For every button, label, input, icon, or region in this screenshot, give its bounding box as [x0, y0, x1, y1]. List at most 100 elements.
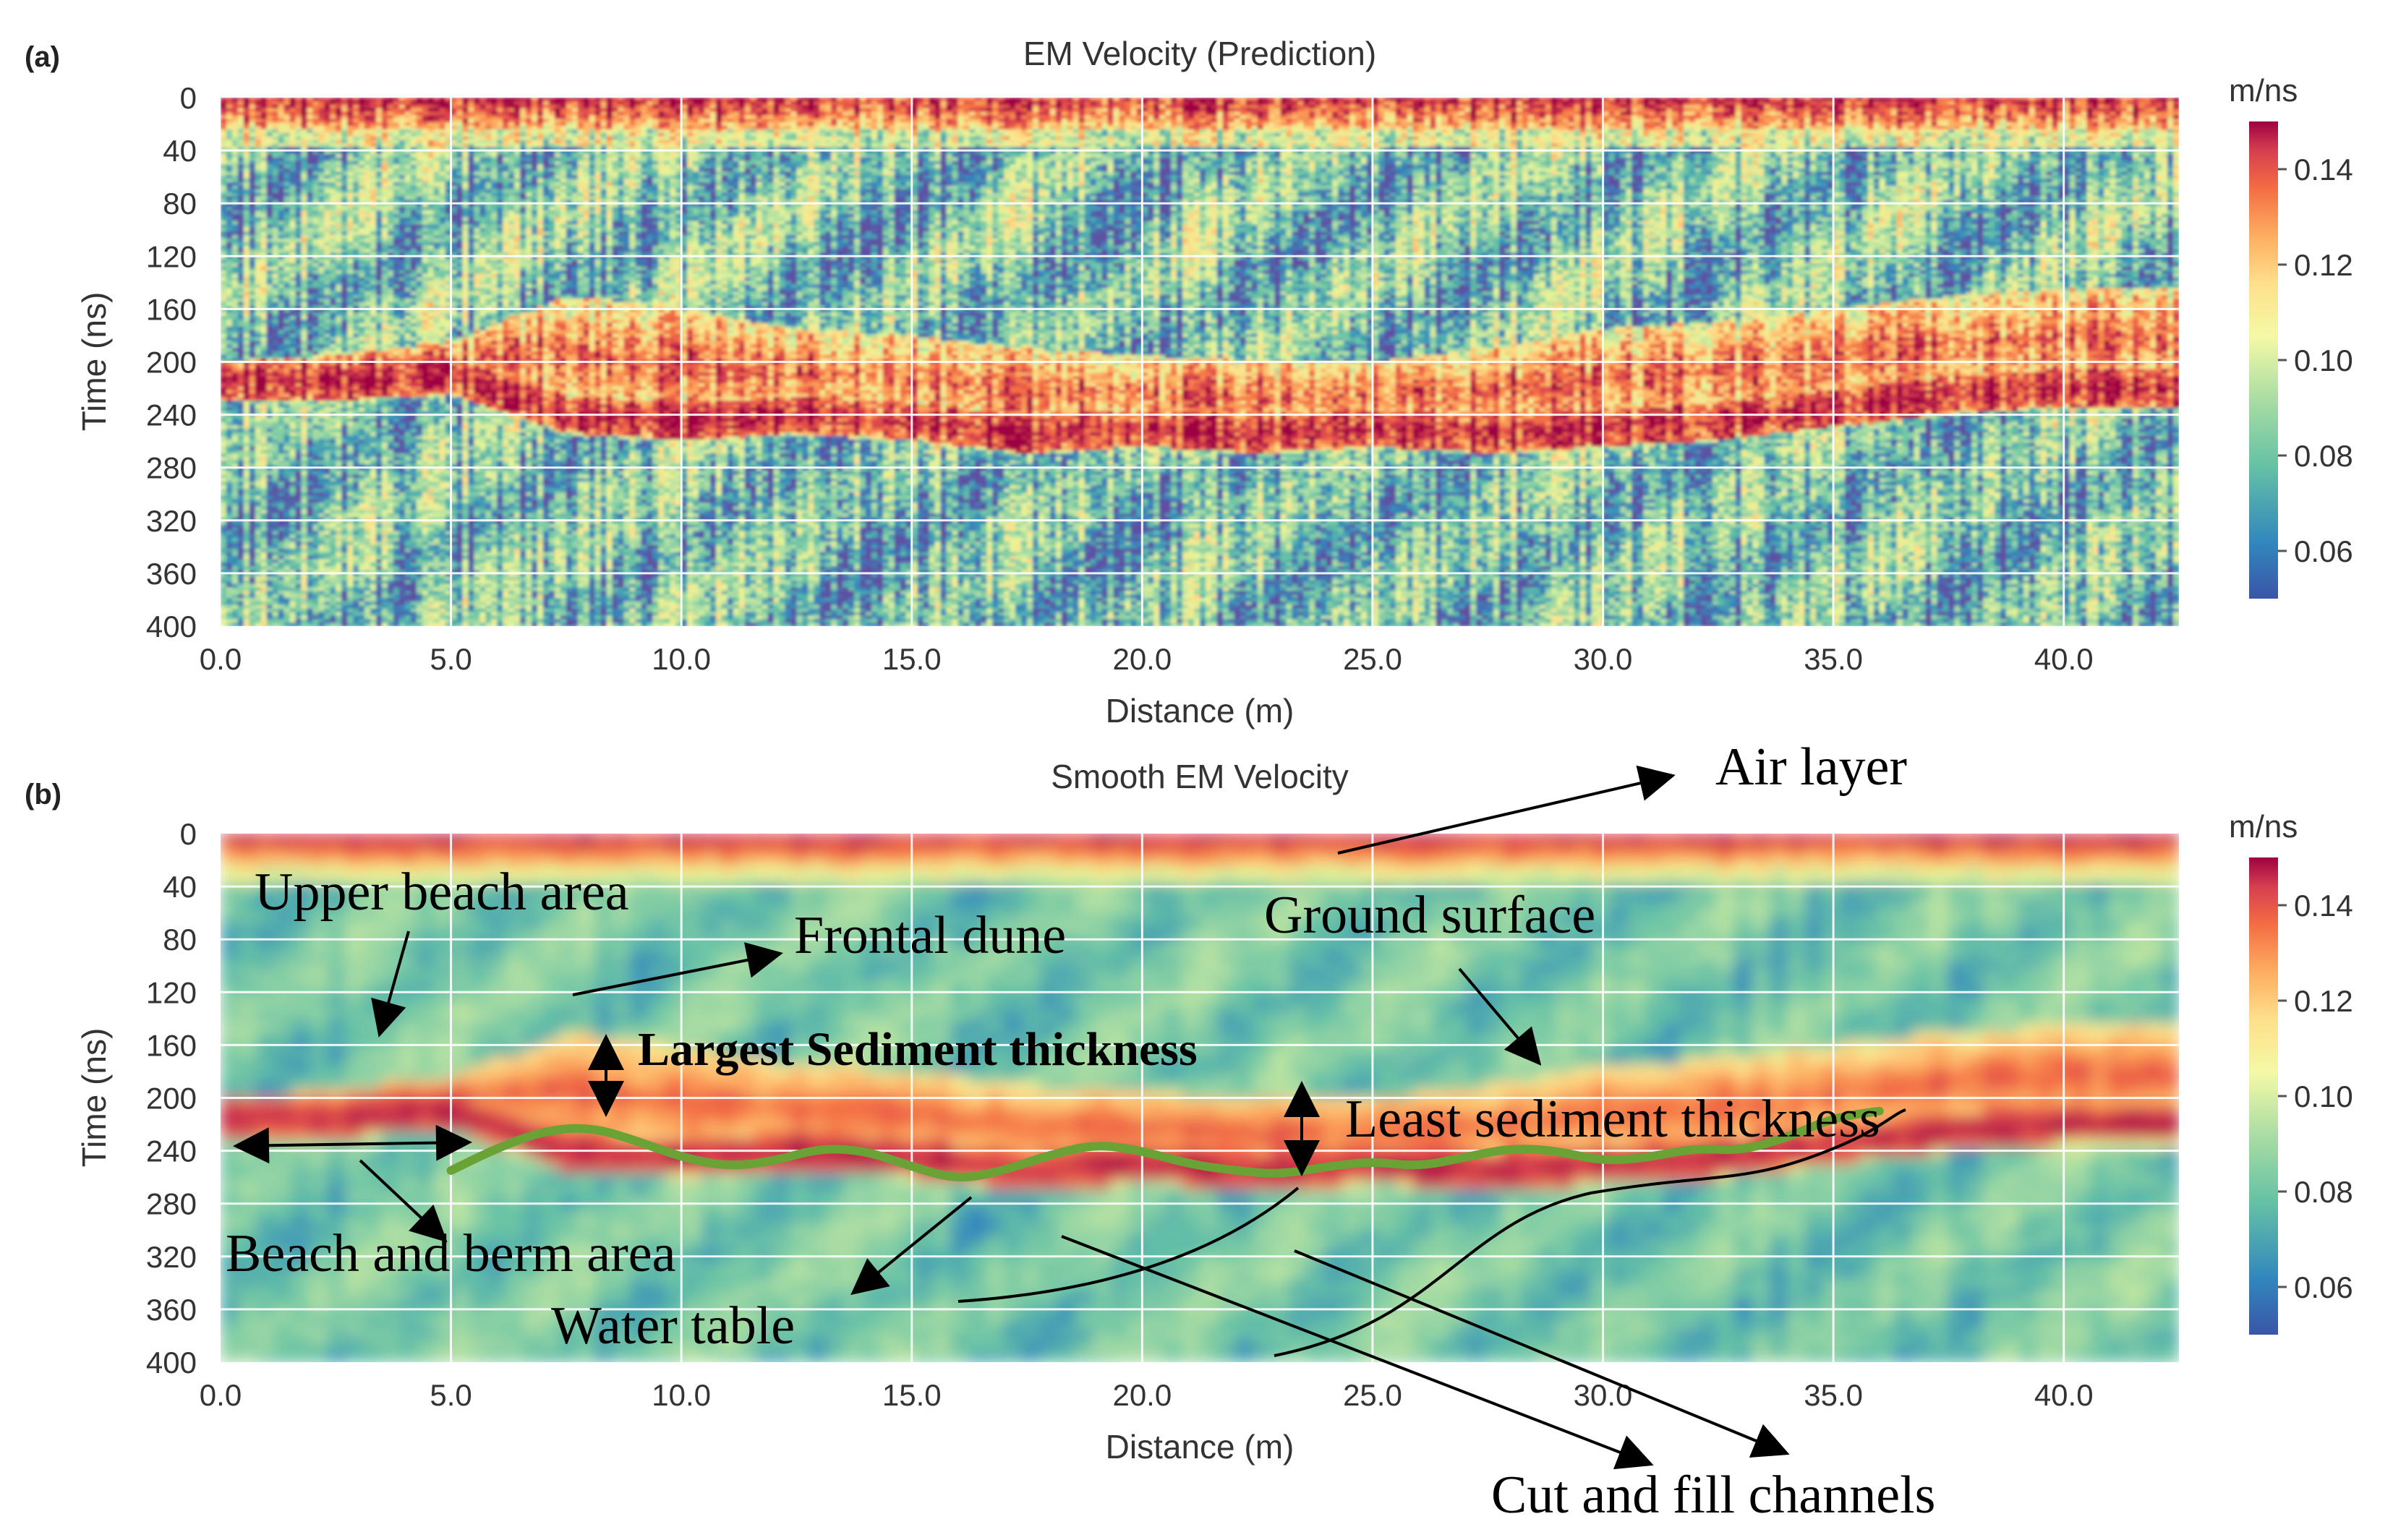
heatmap-cell — [221, 408, 227, 412]
heatmap-cell — [232, 175, 239, 179]
heatmap-cell — [221, 450, 227, 454]
heatmap-cell — [221, 355, 227, 359]
heatmap-cell — [221, 278, 227, 282]
heatmap-cell — [232, 165, 239, 169]
heatmap-cell — [226, 538, 233, 542]
heatmap-cell — [221, 492, 227, 497]
heatmap-cell — [226, 320, 233, 324]
heatmap-cell — [226, 602, 233, 606]
heatmap-cell — [226, 171, 233, 176]
heatmap-cell — [226, 577, 233, 581]
heatmap-cell — [226, 510, 233, 514]
heatmap-cell — [232, 372, 239, 377]
heatmap-cell — [232, 552, 239, 557]
heatmap-cell — [221, 549, 227, 553]
heatmap-cell — [226, 619, 233, 623]
heatmap-cell — [221, 168, 227, 172]
heatmap-cell — [226, 249, 233, 254]
heatmap-cell — [221, 461, 227, 465]
heatmap-cell — [232, 126, 239, 130]
heatmap-cell — [232, 334, 239, 338]
heatmap-cell — [232, 528, 239, 532]
heatmap-cell — [226, 193, 233, 197]
heatmap-cell — [226, 239, 233, 243]
heatmap-cell — [226, 489, 233, 493]
heatmap-cell — [221, 436, 227, 440]
heatmap-cell — [221, 478, 227, 482]
heatmap-cell — [232, 376, 239, 380]
heatmap-cell — [221, 242, 227, 247]
heatmap-cell — [221, 390, 227, 394]
heatmap-cell — [226, 591, 233, 595]
heatmap-cell — [226, 270, 233, 275]
heatmap-cell — [221, 111, 227, 116]
heatmap-cell — [232, 556, 239, 560]
heatmap-cell — [221, 429, 227, 433]
heatmap-cell — [226, 446, 233, 450]
heatmap-cell — [226, 552, 233, 557]
heatmap-cell — [232, 281, 239, 285]
heatmap-cell — [221, 453, 227, 458]
heatmap-cell — [226, 380, 233, 384]
heatmap-cell — [226, 584, 233, 589]
heatmap-cell — [232, 390, 239, 394]
heatmap-cell — [232, 140, 239, 144]
heatmap-cell — [221, 284, 227, 288]
heatmap-cell — [221, 513, 227, 518]
heatmap-cell — [232, 320, 239, 324]
heatmap-cell — [232, 210, 239, 215]
heatmap-cell — [221, 591, 227, 595]
heatmap-cell — [232, 397, 239, 401]
heatmap-cell — [232, 235, 239, 239]
heatmap-cell — [232, 111, 239, 116]
heatmap-cell — [226, 158, 233, 162]
heatmap-cell — [221, 154, 227, 158]
heatmap-cell — [221, 302, 227, 307]
heatmap-cell — [221, 281, 227, 285]
heatmap-cell — [221, 612, 227, 617]
heatmap-cell — [221, 528, 227, 532]
figure: (a) EM Velocity (Prediction) 04080120160… — [0, 0, 2393, 1540]
heatmap-cell — [221, 101, 227, 106]
heatmap-cell — [221, 559, 227, 563]
heatmap-cell — [232, 154, 239, 158]
heatmap-cell — [232, 355, 239, 359]
heatmap-cell — [221, 263, 227, 268]
heatmap-cell — [226, 323, 233, 328]
heatmap-cell — [221, 446, 227, 450]
heatmap-cell — [232, 408, 239, 412]
heatmap-cell — [221, 584, 227, 589]
heatmap-cell — [226, 609, 233, 613]
heatmap-cell — [232, 288, 239, 292]
heatmap-cell — [226, 390, 233, 394]
heatmap-cell — [232, 440, 239, 444]
heatmap-cell — [221, 348, 227, 352]
heatmap-cell — [232, 562, 239, 567]
heatmap-cell — [232, 351, 239, 356]
heatmap-cell — [221, 418, 227, 422]
heatmap-cell — [232, 137, 239, 141]
heatmap-cell — [232, 186, 239, 190]
heatmap-cell — [221, 397, 227, 401]
heatmap-cell — [232, 161, 239, 166]
heatmap-cell — [226, 143, 233, 147]
heatmap-cell — [226, 496, 233, 500]
heatmap-cell — [226, 605, 233, 609]
heatmap-cell — [232, 115, 239, 119]
heatmap-cell — [232, 436, 239, 440]
heatmap-cell — [226, 383, 233, 388]
heatmap-cell — [221, 404, 227, 408]
heatmap-cell — [221, 524, 227, 529]
heatmap-cell — [232, 383, 239, 388]
heatmap-cell — [232, 418, 239, 422]
heatmap-cell — [221, 108, 227, 113]
heatmap-cell — [232, 429, 239, 433]
heatmap-cell — [232, 577, 239, 581]
heatmap-cell — [221, 432, 227, 437]
heatmap-cell — [221, 489, 227, 493]
heatmap-cell — [221, 609, 227, 613]
heatmap-cell — [221, 334, 227, 338]
heatmap-cell — [221, 619, 227, 623]
heatmap-cell — [232, 542, 239, 546]
heatmap-cell — [221, 562, 227, 567]
